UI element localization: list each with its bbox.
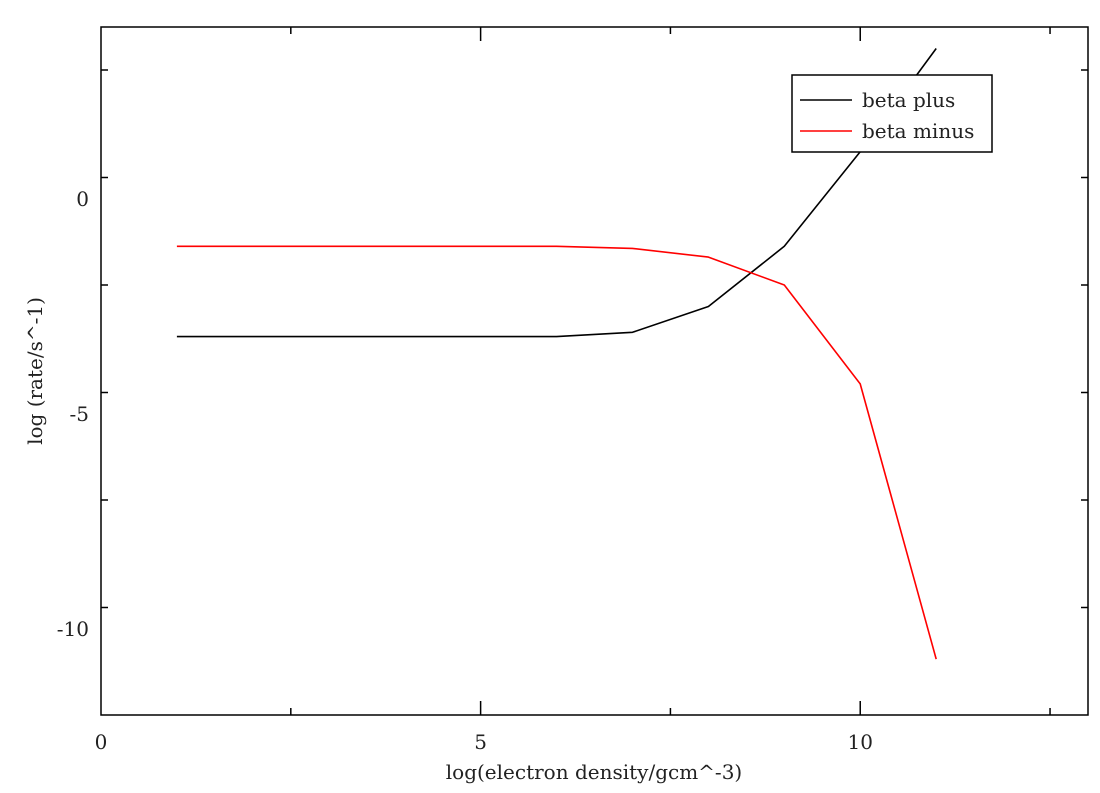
x-tick-label: 10 — [848, 730, 873, 754]
legend-box — [791, 74, 993, 153]
x-tick-label: 5 — [474, 730, 487, 754]
legend: beta plus beta minus — [791, 74, 993, 153]
tick-labels: 0 5 10 0 -5 -10 — [57, 187, 873, 754]
x-tick-label: 0 — [95, 730, 108, 754]
legend-label-beta-plus: beta plus — [862, 88, 955, 112]
axis-ticks — [101, 27, 1088, 715]
y-axis-label: log (rate/s^-1) — [23, 297, 47, 445]
y-tick-label: -10 — [57, 617, 89, 641]
y-tick-label: 0 — [76, 187, 89, 211]
x-axis-label: log(electron density/gcm^-3) — [446, 760, 742, 784]
plot-frame — [100, 26, 1089, 716]
legend-label-beta-minus: beta minus — [862, 119, 974, 143]
series-line-beta-minus — [176, 245, 937, 660]
y-tick-label: -5 — [70, 402, 89, 426]
